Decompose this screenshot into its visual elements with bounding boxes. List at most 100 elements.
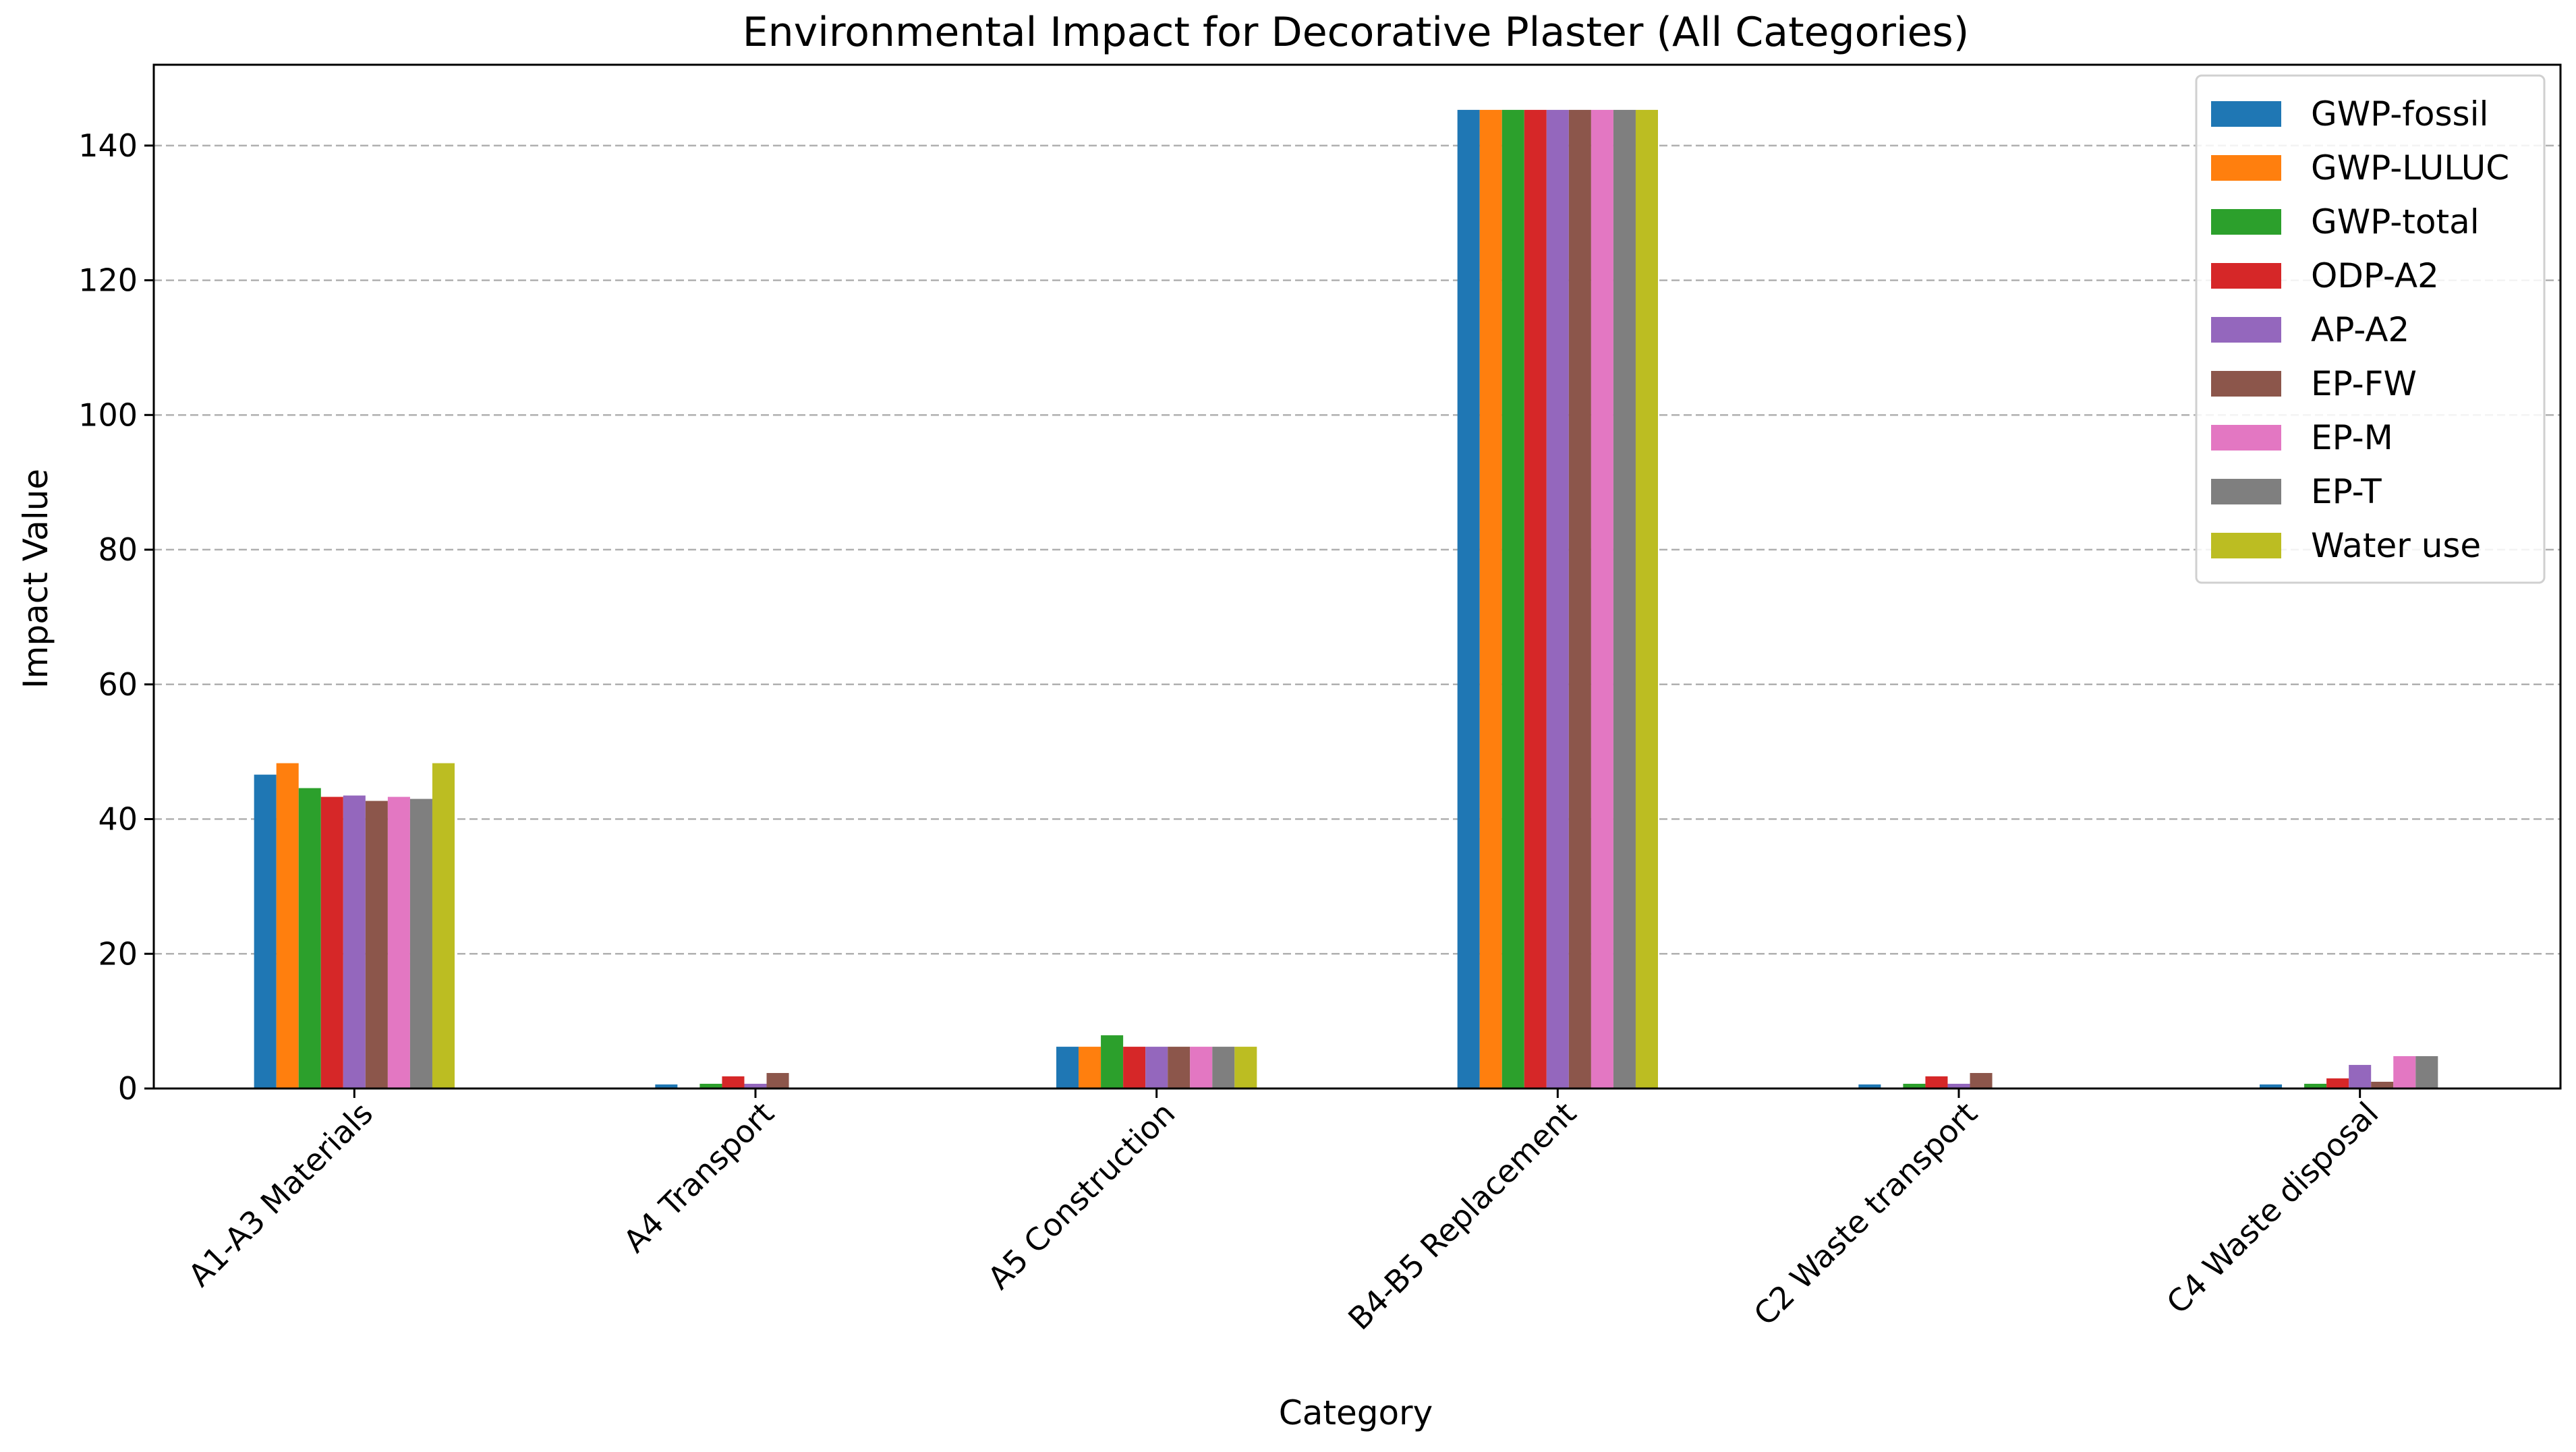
bar-group-4 [1858, 1073, 2059, 1088]
legend-swatch [2211, 209, 2281, 235]
bar-gwp-total-3 [1501, 109, 1524, 1088]
x-tick-label: A5 Construction [981, 1095, 1182, 1297]
legend-swatch [2211, 425, 2281, 451]
bar-ap-a2-0 [343, 795, 366, 1088]
legend-item: EP-M [2211, 418, 2393, 457]
y-tick-label: 20 [98, 935, 138, 972]
bar-gwp-luluc-2 [1079, 1047, 1101, 1088]
y-axis-label: Impact Value [16, 469, 55, 689]
bar-group-5 [2260, 1056, 2461, 1088]
bar-gwp-fossil-1 [655, 1084, 678, 1088]
bar-ap-a2-5 [2349, 1065, 2372, 1088]
legend-swatch [2211, 263, 2281, 289]
x-axis-label: Category [1279, 1393, 1433, 1432]
y-tick-label: 140 [78, 127, 138, 164]
bar-ep-t-5 [2415, 1056, 2438, 1088]
y-tick-label: 40 [98, 801, 138, 838]
x-tick-label: C2 Waste transport [1746, 1095, 1984, 1333]
bar-ep-fw-4 [1970, 1073, 1993, 1088]
bar-odp-a2-3 [1524, 109, 1547, 1088]
bar-ap-a2-1 [744, 1084, 767, 1088]
bar-gwp-fossil-3 [1457, 109, 1480, 1088]
bar-ap-a2-3 [1546, 109, 1569, 1088]
legend-item: GWP-LULUC [2211, 148, 2509, 187]
bar-odp-a2-1 [722, 1076, 745, 1088]
bar-ep-m-5 [2393, 1056, 2416, 1088]
bar-ep-m-3 [1591, 109, 1613, 1088]
bar-ep-t-2 [1212, 1047, 1235, 1088]
bar-ep-t-3 [1613, 109, 1636, 1088]
bar-water-use-3 [1635, 109, 1658, 1088]
bar-gwp-total-0 [298, 788, 321, 1088]
y-tick-label: 0 [118, 1070, 138, 1107]
x-tick-label: B4-B5 Replacement [1341, 1095, 1583, 1337]
bar-gwp-fossil-4 [1858, 1084, 1881, 1088]
bars [254, 109, 2461, 1088]
legend-item: EP-FW [2211, 364, 2417, 403]
legend-label: EP-FW [2311, 364, 2417, 403]
bar-gwp-total-2 [1101, 1035, 1124, 1088]
legend-swatch [2211, 533, 2281, 558]
bar-ap-a2-4 [1947, 1084, 1970, 1088]
legend-swatch [2211, 101, 2281, 127]
legend-item: EP-T [2211, 472, 2382, 511]
bar-odp-a2-2 [1123, 1047, 1146, 1088]
bar-odp-a2-5 [2326, 1078, 2349, 1088]
legend-label: EP-M [2311, 418, 2393, 457]
legend-frame [2195, 74, 2546, 584]
bar-ep-fw-5 [2371, 1082, 2394, 1088]
chart-title: Environmental Impact for Decorative Plas… [743, 9, 1969, 56]
bar-ep-fw-0 [365, 801, 388, 1088]
legend-label: GWP-fossil [2311, 94, 2488, 134]
bar-gwp-total-5 [2304, 1084, 2327, 1088]
y-tick-label: 100 [78, 397, 138, 433]
bar-gwp-fossil-5 [2260, 1084, 2283, 1088]
gridlines [154, 144, 2560, 955]
x-tick-label: A4 Transport [617, 1095, 781, 1260]
bar-group-3 [1457, 109, 1658, 1088]
y-tick-label: 80 [98, 531, 138, 568]
bar-odp-a2-4 [1925, 1076, 1948, 1088]
bar-water-use-0 [432, 763, 455, 1088]
legend-swatch [2211, 371, 2281, 397]
legend-item: GWP-fossil [2211, 94, 2488, 134]
bar-ep-t-0 [409, 798, 432, 1088]
bar-ep-fw-1 [766, 1073, 789, 1088]
legend-item: GWP-total [2211, 202, 2480, 241]
legend-swatch [2211, 479, 2281, 504]
y-tick-label: 60 [98, 666, 138, 703]
legend-label: Water use [2311, 526, 2481, 565]
legend-item: ODP-A2 [2211, 256, 2439, 295]
legend-label: GWP-LULUC [2311, 148, 2509, 187]
bar-ep-fw-3 [1568, 109, 1591, 1088]
legend-swatch [2211, 155, 2281, 181]
bar-group-1 [655, 1073, 856, 1088]
legend-label: EP-T [2311, 472, 2382, 511]
legend-item: Water use [2211, 526, 2481, 565]
bar-gwp-total-1 [699, 1084, 722, 1088]
plot-frame [152, 63, 2562, 1090]
x-tick-label: A1-A3 Materials [181, 1095, 380, 1294]
bar-ep-m-2 [1190, 1047, 1213, 1088]
legend-label: GWP-total [2311, 202, 2480, 241]
bar-gwp-luluc-0 [276, 763, 299, 1088]
bar-water-use-2 [1234, 1047, 1257, 1088]
bar-ap-a2-2 [1145, 1047, 1168, 1088]
legend-item: AP-A2 [2211, 310, 2409, 349]
y-tick-label: 120 [78, 262, 138, 299]
x-axis: A1-A3 Materials A4 Transport A5 Constructi… [181, 1088, 2385, 1337]
legend-label: ODP-A2 [2311, 256, 2439, 295]
bar-gwp-luluc-3 [1479, 109, 1502, 1088]
legend-swatch [2211, 317, 2281, 343]
x-tick-label: C4 Waste disposal [2159, 1095, 2385, 1321]
bar-group-0 [254, 763, 455, 1088]
legend-label: AP-A2 [2311, 310, 2409, 349]
bar-group-2 [1056, 1035, 1257, 1088]
bar-ep-fw-2 [1168, 1047, 1191, 1088]
y-axis: 0 20 40 60 80 100 120 140 [78, 127, 154, 1107]
bar-ep-m-0 [387, 796, 410, 1088]
bar-gwp-total-4 [1903, 1084, 1926, 1088]
bar-odp-a2-0 [320, 796, 343, 1088]
